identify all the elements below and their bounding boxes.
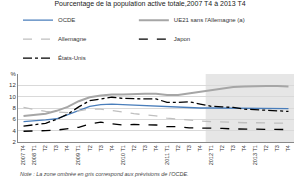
svg-text:2010 T1: 2010 T1	[120, 145, 126, 165]
svg-text:T4: T4	[197, 145, 203, 151]
svg-text:T3: T3	[142, 145, 148, 151]
svg-text:T3: T3	[230, 145, 236, 151]
svg-text:T4: T4	[285, 145, 291, 151]
svg-text:Note : La zone ombrée en gris: Note : La zone ombrée en gris correspond…	[20, 171, 189, 177]
svg-text:T2: T2	[131, 145, 137, 151]
svg-text:T4: T4	[153, 145, 159, 151]
svg-text:12: 12	[9, 82, 16, 88]
svg-text:États-Unis: États-Unis	[58, 55, 86, 61]
svg-text:%: %	[10, 71, 16, 77]
svg-text:2: 2	[12, 139, 16, 145]
svg-text:Allemagne: Allemagne	[58, 36, 87, 42]
svg-text:T3: T3	[53, 145, 59, 151]
svg-text:6: 6	[12, 116, 16, 122]
svg-text:T3: T3	[274, 145, 280, 151]
svg-text:T3: T3	[186, 145, 192, 151]
svg-text:T2: T2	[219, 145, 225, 151]
svg-text:2011 T1: 2011 T1	[164, 145, 170, 165]
svg-text:T2: T2	[42, 145, 48, 151]
svg-text:4: 4	[12, 128, 16, 134]
svg-text:10: 10	[9, 94, 16, 100]
svg-text:2008 T1: 2008 T1	[31, 145, 37, 165]
svg-text:2013 T1: 2013 T1	[252, 145, 258, 165]
svg-text:Pourcentage de la population a: Pourcentage de la population active tota…	[54, 0, 245, 8]
svg-text:T3: T3	[98, 145, 104, 151]
svg-text:OCDE: OCDE	[58, 17, 75, 23]
svg-text:Japon: Japon	[174, 36, 190, 42]
svg-text:T2: T2	[87, 145, 93, 151]
svg-text:2012 T1: 2012 T1	[208, 145, 214, 165]
svg-text:8: 8	[12, 105, 16, 111]
svg-text:T2: T2	[175, 145, 181, 151]
svg-text:T4: T4	[109, 145, 115, 151]
svg-text:T4: T4	[241, 145, 247, 151]
svg-text:UE21 sans l'Allemagne (a): UE21 sans l'Allemagne (a)	[174, 17, 245, 23]
svg-text:2009 T1: 2009 T1	[76, 145, 82, 165]
svg-text:T2: T2	[263, 145, 269, 151]
svg-text:T4: T4	[64, 145, 70, 151]
svg-text:2007 T4: 2007 T4	[20, 145, 26, 165]
